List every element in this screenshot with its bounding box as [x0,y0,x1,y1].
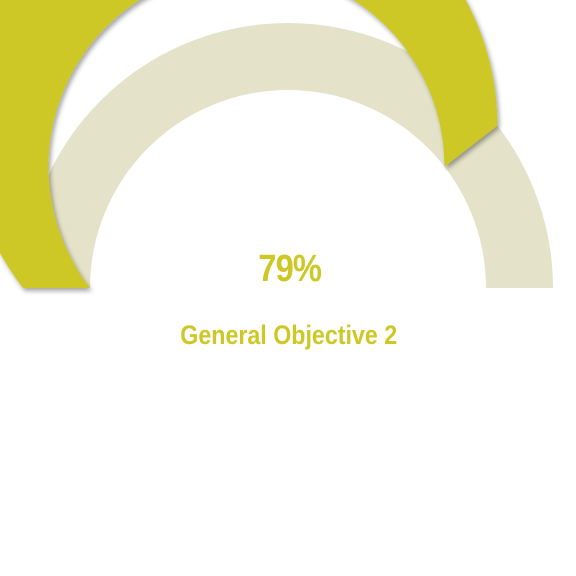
gauge-title-label: General Objective 2 [180,320,398,350]
gauge-value-label: 79% [258,248,322,290]
gauge-fill-arc [0,0,498,288]
gauge-track [23,23,553,288]
